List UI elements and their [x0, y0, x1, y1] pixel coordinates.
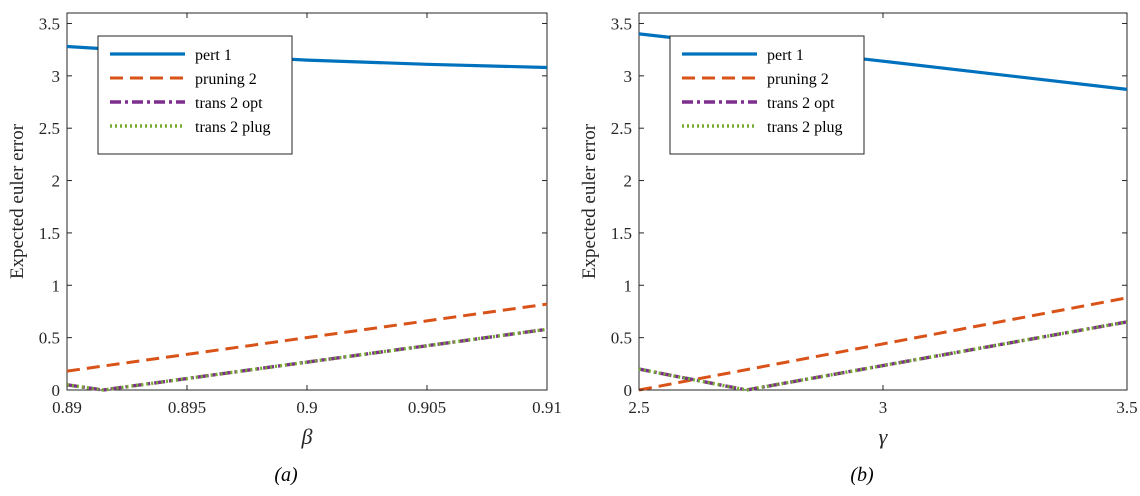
y-tick-label: 0: [624, 381, 633, 400]
y-tick-label: 2: [624, 172, 633, 191]
legend-box: [97, 35, 293, 155]
legend-label: pert 1: [195, 47, 232, 64]
x-tick-label: 3: [879, 398, 888, 417]
y-tick-label: 0.5: [39, 329, 60, 348]
legend-label: pert 1: [767, 47, 804, 64]
x-tick-label: 2.5: [628, 398, 649, 417]
legend-box: [669, 35, 865, 155]
y-axis-label: Expected euler error: [7, 123, 28, 279]
legend: pert 1 pruning 2 trans 2 opt trans 2 plug: [669, 35, 865, 155]
y-axis-label: Expected euler error: [579, 123, 600, 279]
x-tick-label: 0.895: [168, 398, 206, 417]
legend-label: pruning 2: [195, 71, 257, 88]
y-tick-label: 0: [52, 381, 61, 400]
panel-caption: (a): [274, 464, 298, 486]
y-tick-label: 3.5: [39, 14, 60, 33]
y-tick-label: 3.5: [611, 14, 632, 33]
panel-caption: (b): [850, 464, 874, 486]
series-line-trans-2-plug: [638, 320, 1128, 392]
legend-label: trans 2 opt: [195, 95, 263, 112]
legend-label: pruning 2: [767, 71, 829, 88]
y-tick-label: 3: [52, 67, 61, 86]
x-tick-label: 0.89: [52, 398, 82, 417]
series-line-pruning-2: [66, 302, 548, 373]
x-axis-label: γ: [879, 424, 889, 449]
y-tick-label: 2.5: [611, 119, 632, 138]
y-tick-label: 1.5: [611, 224, 632, 243]
series-line-trans-2-plug: [66, 327, 548, 392]
series-line-trans-2-opt: [638, 320, 1128, 392]
y-tick-label: 2.5: [39, 119, 60, 138]
y-tick-label: 3: [624, 67, 633, 86]
x-tick-label: 0.9: [296, 398, 317, 417]
x-tick-label: 0.905: [408, 398, 446, 417]
legend-label: trans 2 opt: [767, 95, 835, 112]
y-tick-label: 0.5: [611, 329, 632, 348]
legend: pert 1 pruning 2 trans 2 opt trans 2 plug: [97, 35, 293, 155]
y-tick-label: 1.5: [39, 224, 60, 243]
x-tick-label: 3.5: [1116, 398, 1137, 417]
x-axis-label: β: [301, 424, 313, 449]
legend-label: trans 2 plug: [767, 119, 843, 136]
panel-b: 0 0.5 1 1.5 2 2.5 3 3.5 2.5 3 3.5 γ Expected euler e…: [579, 12, 1138, 486]
panel-a: 0 0.5 1 1.5 2 2.5 3 3.5 0.89 0.895 0.9 0.905 0.91 β Ex…: [7, 12, 562, 486]
x-tick-label: 0.91: [532, 398, 562, 417]
y-tick-label: 1: [52, 276, 61, 295]
series-line-pruning-2: [638, 296, 1128, 392]
y-tick-label: 1: [624, 276, 633, 295]
legend-label: trans 2 plug: [195, 119, 271, 136]
y-tick-label: 2: [52, 172, 61, 191]
